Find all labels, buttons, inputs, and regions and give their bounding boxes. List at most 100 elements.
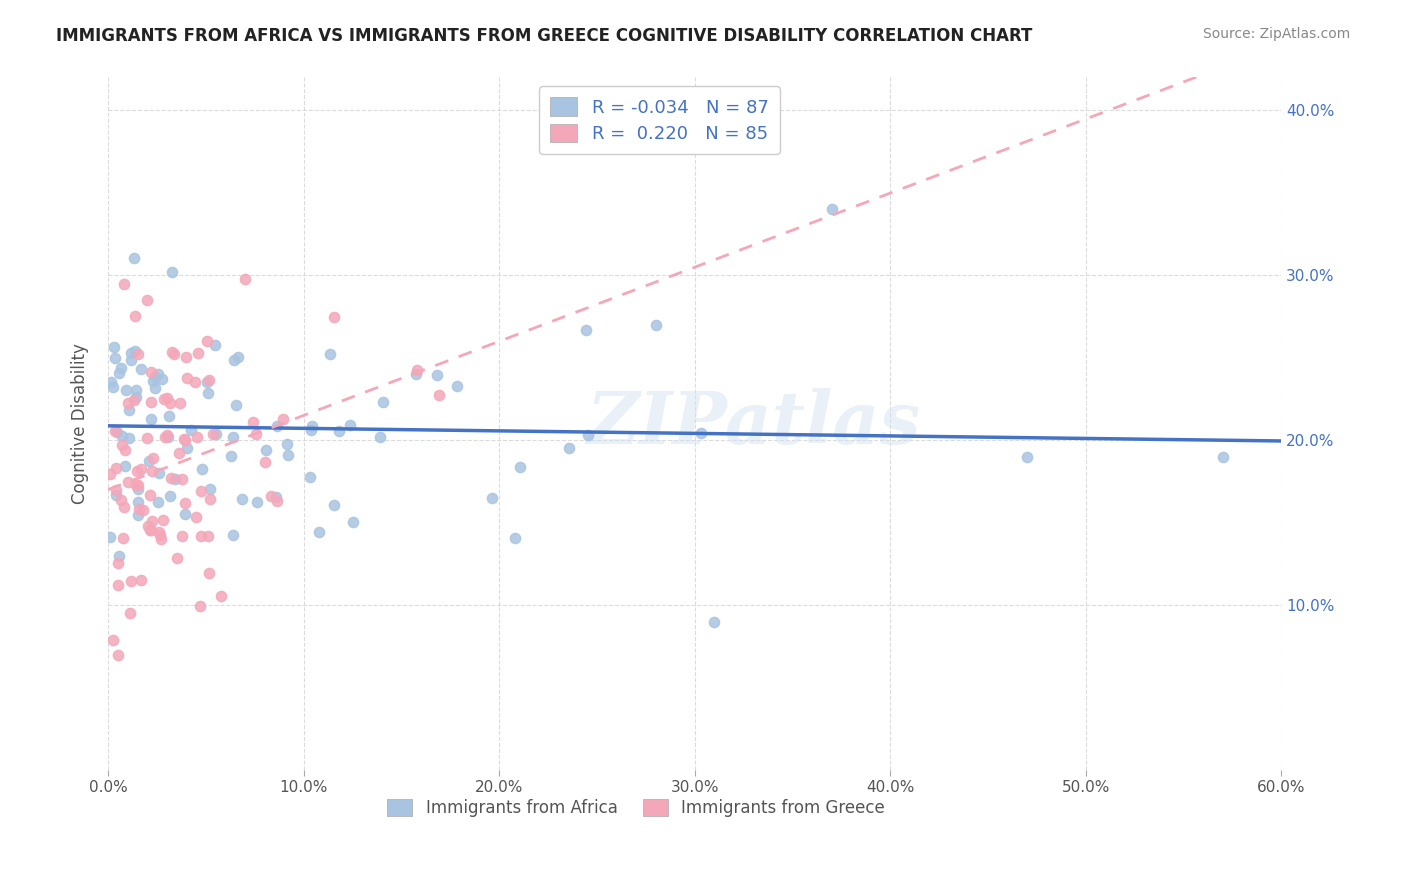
Point xyxy=(195,375,218,389)
Point xyxy=(118,607,141,621)
Point xyxy=(141,464,163,478)
Point xyxy=(110,493,132,508)
Point xyxy=(174,496,197,510)
Point xyxy=(271,412,294,426)
Point xyxy=(157,430,180,444)
Point xyxy=(129,462,152,476)
Point xyxy=(132,503,155,517)
Point xyxy=(429,387,451,401)
Point xyxy=(558,442,581,456)
Point xyxy=(299,423,322,437)
Point xyxy=(426,368,449,382)
Point xyxy=(146,495,169,509)
Point xyxy=(174,350,197,364)
Point xyxy=(143,369,166,384)
Point xyxy=(156,428,179,442)
Point xyxy=(127,347,149,361)
Point xyxy=(373,395,395,409)
Point xyxy=(298,469,321,483)
Point xyxy=(703,615,725,629)
Point xyxy=(690,425,713,440)
Point xyxy=(233,271,256,285)
Point xyxy=(1212,450,1234,464)
Point xyxy=(225,398,247,412)
Point xyxy=(112,500,135,514)
Point xyxy=(266,419,288,434)
Point xyxy=(190,462,212,476)
Point xyxy=(141,395,163,409)
Point xyxy=(139,523,162,537)
Point xyxy=(173,432,195,446)
Point xyxy=(368,430,391,444)
Point xyxy=(277,448,299,462)
Point xyxy=(104,424,127,438)
Point xyxy=(138,454,160,468)
Point xyxy=(328,424,350,438)
Point xyxy=(107,549,129,564)
Point xyxy=(190,483,212,498)
Point xyxy=(180,423,202,437)
Point xyxy=(136,519,159,533)
Point xyxy=(104,483,127,497)
Point xyxy=(226,350,249,364)
Point xyxy=(107,366,129,380)
Point xyxy=(160,265,183,279)
Point xyxy=(141,411,163,425)
Point xyxy=(142,450,165,465)
Point xyxy=(110,438,132,452)
Y-axis label: Cognitive Disability: Cognitive Disability xyxy=(72,343,89,504)
Point xyxy=(222,352,245,367)
Point xyxy=(120,574,142,589)
Text: IMMIGRANTS FROM AFRICA VS IMMIGRANTS FROM GREECE COGNITIVE DISABILITY CORRELATIO: IMMIGRANTS FROM AFRICA VS IMMIGRANTS FRO… xyxy=(56,27,1032,45)
Point xyxy=(124,393,146,408)
Point xyxy=(264,491,287,505)
Point xyxy=(503,531,526,545)
Point xyxy=(160,345,183,359)
Text: ZIPatlas: ZIPatlas xyxy=(586,388,921,459)
Point xyxy=(107,577,129,591)
Point xyxy=(170,529,193,543)
Point xyxy=(118,431,141,445)
Point xyxy=(112,277,135,291)
Point xyxy=(186,430,208,444)
Point xyxy=(231,492,253,507)
Point xyxy=(246,494,269,508)
Point xyxy=(124,344,146,359)
Point xyxy=(172,472,194,486)
Point xyxy=(1017,450,1039,464)
Point xyxy=(198,491,221,506)
Point xyxy=(136,431,159,445)
Point xyxy=(125,478,148,492)
Point xyxy=(127,495,149,509)
Point xyxy=(142,374,165,388)
Point xyxy=(136,293,159,307)
Point xyxy=(209,590,232,604)
Point xyxy=(98,530,121,544)
Point xyxy=(103,340,125,354)
Point xyxy=(201,426,224,441)
Point xyxy=(155,430,177,444)
Point xyxy=(107,648,129,662)
Point xyxy=(143,381,166,395)
Point xyxy=(205,426,228,441)
Point xyxy=(198,483,221,497)
Point xyxy=(101,380,124,394)
Point xyxy=(197,385,219,400)
Point xyxy=(148,466,170,480)
Point xyxy=(129,362,152,376)
Point xyxy=(111,428,134,442)
Point xyxy=(187,346,209,360)
Point xyxy=(245,426,267,441)
Point xyxy=(152,512,174,526)
Point xyxy=(129,573,152,587)
Point xyxy=(242,415,264,429)
Point xyxy=(157,409,180,423)
Point xyxy=(204,338,226,352)
Point xyxy=(128,502,150,516)
Text: Source: ZipAtlas.com: Source: ZipAtlas.com xyxy=(1202,27,1350,41)
Point xyxy=(308,524,330,539)
Point xyxy=(254,454,277,468)
Point xyxy=(114,383,136,397)
Point xyxy=(509,459,531,474)
Point xyxy=(125,383,148,397)
